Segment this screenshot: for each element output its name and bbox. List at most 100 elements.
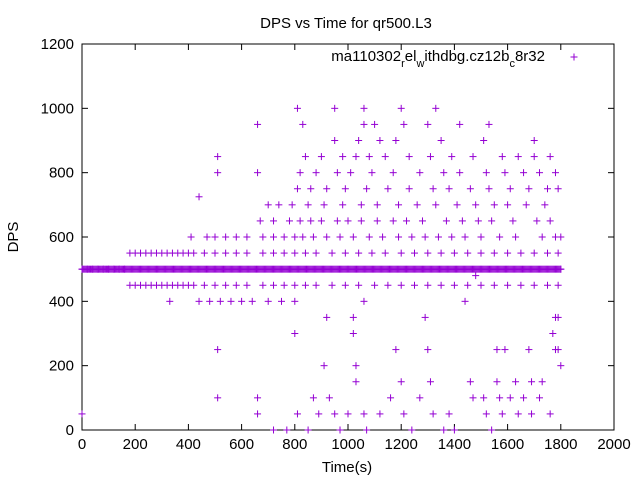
data-point <box>360 104 368 112</box>
data-point <box>504 281 512 289</box>
data-point <box>355 281 363 289</box>
data-point <box>254 120 262 128</box>
data-point <box>482 169 490 177</box>
data-point <box>530 137 538 144</box>
data-point <box>554 346 562 354</box>
data-point <box>195 297 203 305</box>
data-point <box>426 153 434 161</box>
data-point <box>485 185 493 193</box>
data-point <box>432 201 440 209</box>
data-point <box>413 201 421 209</box>
data-point <box>296 169 304 177</box>
data-point <box>325 394 333 402</box>
x-tick-label: 0 <box>78 436 86 453</box>
data-point <box>466 185 474 193</box>
data-point <box>482 410 490 418</box>
x-tick-label: 2000 <box>597 436 630 453</box>
data-point <box>200 281 208 289</box>
data-point <box>387 394 395 402</box>
plot-frame <box>81 43 615 431</box>
data-point <box>456 120 464 128</box>
data-point <box>304 426 312 434</box>
data-point <box>554 185 562 193</box>
data-point <box>331 410 339 418</box>
data-point <box>496 233 504 241</box>
data-point <box>514 153 522 161</box>
data-point <box>442 217 450 225</box>
data-point <box>512 378 520 386</box>
data-point <box>405 153 413 161</box>
data-point <box>203 233 211 241</box>
data-point <box>440 169 448 177</box>
data-point <box>520 169 528 177</box>
data-point <box>546 153 554 161</box>
data-point <box>397 249 405 257</box>
data-point <box>498 410 506 418</box>
x-tick-label: 400 <box>176 436 201 453</box>
data-point <box>400 410 408 418</box>
data-point <box>360 297 368 305</box>
data-point <box>517 249 525 257</box>
data-point-band <box>557 265 565 273</box>
data-point <box>270 233 278 241</box>
data-point <box>214 169 222 177</box>
data-point <box>434 233 442 241</box>
data-point <box>464 281 472 289</box>
data-point <box>536 169 544 177</box>
data-point <box>437 137 445 144</box>
data-point <box>411 249 418 257</box>
data-point <box>554 249 562 257</box>
data-point <box>227 297 235 305</box>
data-point <box>309 394 317 402</box>
data-point <box>395 201 403 209</box>
data-point <box>504 249 512 257</box>
data-point <box>488 426 496 434</box>
data-point <box>392 346 400 354</box>
data-point <box>522 201 530 209</box>
data-point <box>288 201 296 209</box>
data-point <box>472 272 480 280</box>
data-point <box>448 153 456 161</box>
data-point <box>296 217 304 225</box>
data-point <box>280 249 288 257</box>
data-point <box>437 281 445 289</box>
data-point <box>291 233 299 241</box>
data-point <box>448 233 456 241</box>
data-point <box>333 217 341 225</box>
data-point <box>293 410 301 418</box>
data-point <box>344 217 352 225</box>
data-point <box>546 410 554 418</box>
data-point <box>328 281 336 289</box>
data-point <box>530 281 538 289</box>
data-point <box>363 185 371 193</box>
data-point <box>270 217 278 225</box>
data-point <box>429 185 437 193</box>
data-point <box>341 281 349 289</box>
data-point <box>551 169 559 177</box>
data-point <box>317 153 325 161</box>
data-point <box>541 201 549 209</box>
data-point <box>400 120 408 128</box>
data-point <box>328 249 336 257</box>
data-point <box>254 410 262 418</box>
data-point <box>371 281 379 289</box>
data-point <box>472 201 480 209</box>
legend-series-name: ma110302relwithdbg.cz12bc8r32 <box>331 48 545 70</box>
data-point <box>78 410 86 418</box>
data-point <box>538 378 546 386</box>
data-point <box>371 120 379 128</box>
data-point <box>557 233 565 241</box>
data-point <box>323 185 331 193</box>
data-point <box>355 249 363 257</box>
data-point <box>493 378 501 386</box>
data-point <box>270 281 278 289</box>
data-point <box>190 281 198 289</box>
data-point <box>424 120 432 128</box>
data-point <box>352 362 360 370</box>
data-point <box>461 297 469 305</box>
data-point <box>360 120 368 128</box>
data-point <box>254 169 262 177</box>
data-point <box>528 378 536 386</box>
data-point <box>530 153 538 161</box>
data-point <box>490 281 498 289</box>
